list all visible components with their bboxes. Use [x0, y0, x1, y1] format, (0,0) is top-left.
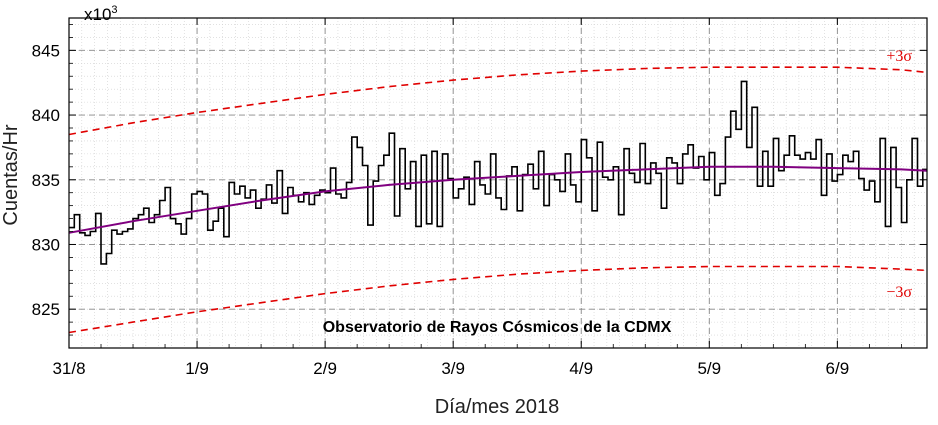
fit-curve: [68, 165, 928, 234]
y-axis-ticks: 825 830 835 840 845: [32, 24, 927, 336]
sigma-lines: [68, 66, 928, 334]
annotation-text: Observatorio de Rayos Cósmicos de la CDM…: [323, 319, 672, 336]
data-series: [69, 80, 927, 265]
y-tick-label: 835: [32, 171, 60, 190]
x-axis-ticks: 31/8 1/9 2/9 3/9 4/9 5/9 6/9: [52, 18, 902, 378]
x-tick-label: 1/9: [185, 359, 209, 378]
lower-sigma-label: −3σ: [886, 284, 912, 301]
x-tick-label: 4/9: [569, 359, 593, 378]
x-tick-label: 6/9: [826, 359, 850, 378]
y-axis-title: Cuentas/Hr: [0, 124, 22, 225]
x-tick-label: 31/8: [52, 359, 85, 378]
plot-frame: [68, 17, 928, 349]
y-multiplier-exponent: 3: [111, 4, 117, 16]
y-tick-label: 845: [32, 41, 60, 60]
y-tick-label: 825: [32, 300, 60, 319]
x-tick-label: 2/9: [313, 359, 337, 378]
y-tick-label: 830: [32, 235, 60, 254]
fit-series: [68, 165, 928, 234]
x-tick-label: 3/9: [441, 359, 465, 378]
y-multiplier-label: x103: [84, 4, 118, 24]
upper-sigma-line: [68, 66, 928, 136]
y-tick-label: 840: [32, 106, 60, 125]
data-step-line: [69, 80, 927, 265]
x-tick-label: 5/9: [697, 359, 721, 378]
upper-sigma-label: +3σ: [886, 48, 912, 65]
x-axis-title: Día/mes 2018: [435, 396, 560, 418]
